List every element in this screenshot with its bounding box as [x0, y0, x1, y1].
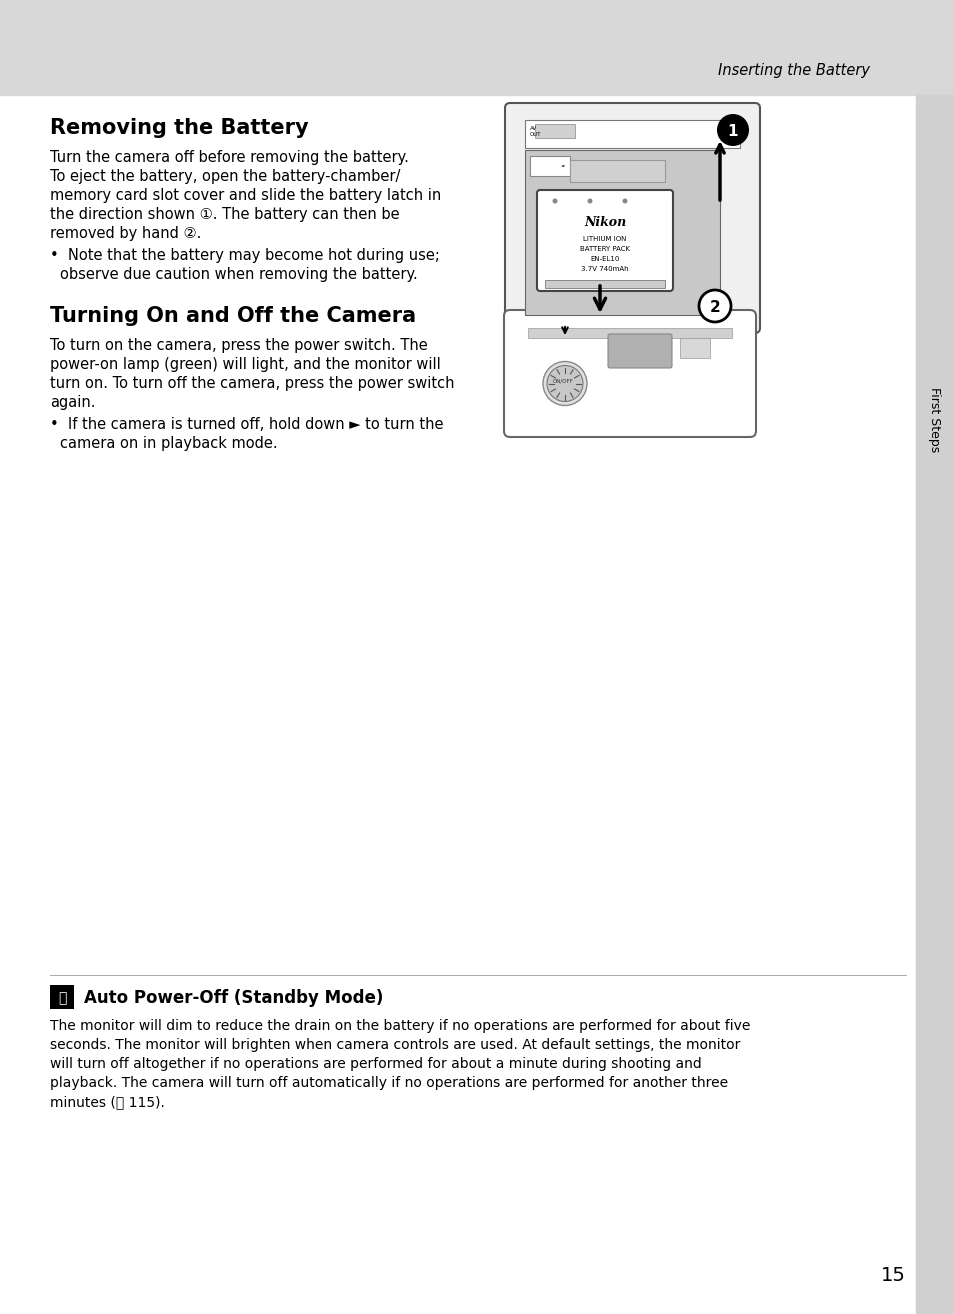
Text: Turn the camera off before removing the battery.: Turn the camera off before removing the … [50, 150, 409, 166]
Text: 2: 2 [709, 300, 720, 314]
Text: observe due caution when removing the battery.: observe due caution when removing the ba… [60, 267, 417, 283]
Bar [524, 120, 740, 148]
Circle shape [699, 290, 730, 322]
Bar [530, 156, 569, 176]
Text: First Steps: First Steps [927, 388, 941, 452]
Text: •  If the camera is turned off, hold down ► to turn the: • If the camera is turned off, hold down… [50, 417, 443, 432]
Text: Inserting the Battery: Inserting the Battery [718, 63, 869, 78]
Bar [569, 160, 664, 183]
FancyBboxPatch shape [537, 191, 672, 290]
Text: camera on in playback mode.: camera on in playback mode. [60, 436, 277, 451]
Text: AV: AV [530, 126, 537, 131]
Text: turn on. To turn off the camera, press the power switch: turn on. To turn off the camera, press t… [50, 376, 454, 392]
Text: 3.7V 740mAh: 3.7V 740mAh [580, 265, 628, 272]
Text: 1: 1 [727, 124, 738, 138]
Bar [50, 986, 74, 1009]
Text: BATTERY PACK: BATTERY PACK [579, 246, 629, 252]
Circle shape [622, 198, 627, 204]
Text: again.: again. [50, 396, 95, 410]
FancyBboxPatch shape [504, 102, 760, 332]
Text: To eject the battery, open the battery-chamber/: To eject the battery, open the battery-c… [50, 170, 400, 184]
Text: minutes (ⓐ 115).: minutes (ⓐ 115). [50, 1095, 165, 1109]
Text: ⏻: ⏻ [58, 991, 66, 1005]
Circle shape [587, 198, 592, 204]
Text: playback. The camera will turn off automatically if no operations are performed : playback. The camera will turn off autom… [50, 1076, 727, 1091]
Text: LITHIUM ION: LITHIUM ION [582, 237, 626, 242]
Bar [679, 338, 709, 357]
Circle shape [542, 361, 586, 406]
Text: ON/OFF: ON/OFF [553, 378, 573, 384]
Text: will turn off altogether if no operations are performed for about a minute durin: will turn off altogether if no operation… [50, 1056, 701, 1071]
FancyBboxPatch shape [503, 310, 755, 438]
Bar [535, 124, 575, 138]
Circle shape [546, 365, 582, 402]
Circle shape [717, 114, 748, 146]
Bar [544, 280, 664, 288]
Text: Turning On and Off the Camera: Turning On and Off the Camera [50, 306, 416, 326]
Bar [915, 95, 953, 1314]
Circle shape [552, 198, 557, 204]
Text: Nikon: Nikon [583, 217, 625, 230]
Text: the direction shown ①. The battery can then be: the direction shown ①. The battery can t… [50, 208, 399, 222]
Bar [0, 0, 953, 95]
Text: The monitor will dim to reduce the drain on the battery if no operations are per: The monitor will dim to reduce the drain… [50, 1018, 750, 1033]
Text: •  Note that the battery may become hot during use;: • Note that the battery may become hot d… [50, 248, 439, 263]
Text: To turn on the camera, press the power switch. The: To turn on the camera, press the power s… [50, 338, 427, 353]
FancyBboxPatch shape [607, 334, 671, 368]
Text: 15: 15 [881, 1265, 905, 1285]
Text: Auto Power-Off (Standby Mode): Auto Power-Off (Standby Mode) [84, 989, 383, 1007]
Text: EN-EL10: EN-EL10 [590, 256, 619, 261]
Text: Removing the Battery: Removing the Battery [50, 118, 309, 138]
Bar [527, 328, 731, 338]
Text: seconds. The monitor will brighten when camera controls are used. At default set: seconds. The monitor will brighten when … [50, 1038, 740, 1053]
Text: OUT: OUT [530, 131, 541, 137]
Text: memory card slot cover and slide the battery latch in: memory card slot cover and slide the bat… [50, 188, 441, 202]
Bar [524, 150, 720, 315]
Text: removed by hand ②.: removed by hand ②. [50, 226, 201, 240]
Text: power-on lamp (green) will light, and the monitor will: power-on lamp (green) will light, and th… [50, 357, 440, 372]
